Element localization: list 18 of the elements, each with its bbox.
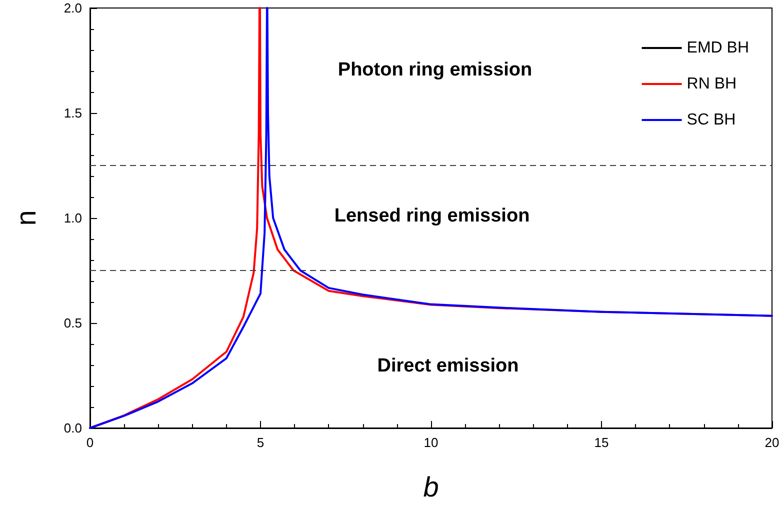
x-tick-label: 15: [594, 435, 609, 450]
y-tick-label: 2.0: [64, 0, 82, 16]
y-tick-label: 1.5: [64, 106, 82, 120]
x-tick-label: 10: [424, 435, 438, 450]
x-axis-title: b: [423, 472, 439, 502]
y-axis-title: n: [10, 210, 42, 226]
y-tick-label: 0.5: [64, 316, 82, 330]
annotation: Direct emission: [377, 356, 519, 376]
y-tick-label: 0.0: [64, 420, 82, 436]
y-tick-label: 1.0: [64, 210, 82, 226]
x-tick-label: 5: [256, 435, 264, 450]
x-tick-label: 20: [764, 435, 780, 450]
annotation: Photon ring emission: [338, 60, 532, 80]
legend-label: RN BH: [686, 76, 737, 92]
x-tick-label: 0: [86, 435, 94, 450]
legend-label: SC BH: [686, 112, 736, 128]
annotation: Lensed ring emission: [334, 206, 530, 226]
legend-label: EMD BH: [686, 40, 750, 56]
